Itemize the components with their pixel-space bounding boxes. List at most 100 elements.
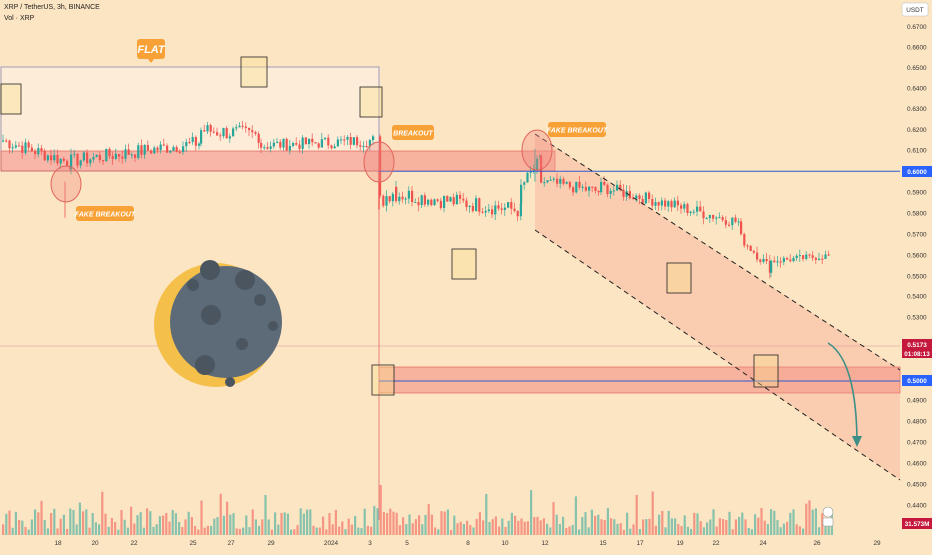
volume-bar	[658, 514, 661, 535]
volume-bar	[702, 527, 705, 535]
volume-bar	[232, 513, 235, 535]
candle-body	[62, 158, 65, 161]
volume-bar	[123, 519, 126, 535]
volume-bar	[251, 509, 254, 535]
volume-bar	[715, 526, 718, 535]
volume-bar	[242, 527, 245, 535]
candle-body	[484, 210, 487, 213]
candle-body	[379, 136, 382, 196]
volume-bar	[661, 510, 664, 535]
volume-bar	[626, 512, 629, 535]
candle-body	[449, 197, 452, 202]
volume-bar	[299, 508, 302, 535]
volume-bar	[674, 518, 677, 535]
volume-bar	[133, 523, 136, 535]
candle-body	[430, 199, 433, 206]
candle-body	[102, 160, 105, 162]
volume-bar	[664, 527, 667, 535]
volume-bar	[696, 513, 699, 535]
volume-bar	[293, 529, 296, 535]
candle-body	[178, 151, 181, 153]
fake-breakout-circle-left	[50, 165, 82, 203]
volume-bar	[206, 525, 209, 535]
volume-bar	[754, 514, 757, 535]
candle-body	[584, 186, 587, 191]
moon-crater-icon	[236, 338, 248, 350]
y-tick-label: 0.4400	[907, 503, 927, 510]
candle-body	[756, 252, 759, 260]
volume-bar	[24, 526, 27, 535]
candle-body	[219, 135, 222, 137]
x-tick-label: 3	[368, 540, 372, 547]
candle-body	[150, 150, 153, 154]
volume-bar	[805, 503, 808, 535]
candle-body	[34, 151, 37, 155]
candle-body	[559, 178, 562, 184]
x-tick-label: 10	[501, 540, 509, 547]
y-tick-label: 0.6600	[907, 45, 927, 52]
moon-crater-icon	[254, 294, 266, 306]
candle-body	[699, 206, 702, 212]
candle-body	[53, 154, 56, 161]
candle-body	[446, 196, 449, 202]
currency-label: USDT	[906, 7, 923, 14]
volume-bar	[549, 527, 552, 535]
y-tick-label: 0.5800	[907, 211, 927, 218]
candle-body	[209, 125, 212, 132]
volume-bar	[261, 519, 264, 535]
volume-bar	[594, 515, 597, 535]
candle-body	[105, 148, 108, 162]
candle-body	[749, 245, 752, 251]
candle-body	[471, 205, 474, 212]
candle-body	[651, 198, 654, 206]
candle-body	[648, 192, 651, 199]
fake-breakout-callout-right-label: FAKE BREAKOUT	[547, 128, 608, 135]
candle-body	[311, 138, 314, 143]
candle-body	[18, 145, 21, 147]
volume-bar	[686, 526, 689, 535]
pattern-highlight-box	[666, 262, 692, 294]
flat-callout: FLAT	[137, 39, 166, 63]
candle-body	[619, 184, 622, 190]
volume-bar	[446, 509, 449, 535]
volume-bar	[568, 526, 571, 535]
volume-bar	[322, 516, 325, 535]
lightning-icon	[822, 506, 834, 518]
candle-body	[146, 144, 149, 151]
y-tick-label: 0.5900	[907, 190, 927, 197]
candle-body	[765, 258, 768, 262]
volume-bar	[798, 526, 801, 535]
volume-bar	[533, 517, 536, 535]
candle-body	[644, 192, 647, 204]
moon-crater-icon	[195, 355, 215, 375]
candle-body	[507, 202, 510, 208]
candle-body	[285, 138, 288, 151]
candle-body	[395, 186, 398, 202]
candle-body	[241, 125, 244, 127]
y-tick-label: 0.5600	[907, 253, 927, 260]
candle-body	[465, 200, 468, 208]
candle-body	[625, 191, 628, 197]
candle-body	[414, 202, 417, 204]
candle-body	[398, 196, 401, 202]
candle-body	[279, 141, 282, 148]
candle-body	[609, 190, 612, 194]
volume-bar	[411, 523, 414, 535]
candle-body	[523, 182, 526, 185]
candle-body	[235, 127, 238, 129]
volume-bar	[683, 515, 686, 535]
candle-body	[500, 208, 503, 210]
candle-body	[200, 130, 203, 144]
volume-bar	[91, 513, 94, 535]
candle-body	[724, 220, 727, 225]
x-tick-label: 15	[599, 540, 607, 547]
candle-body	[333, 146, 336, 149]
volume-bar	[325, 529, 328, 535]
candle-body	[612, 190, 615, 192]
breakout-callout-label: BREAKOUT	[393, 131, 433, 138]
volume-bar	[187, 511, 190, 535]
candle-body	[591, 186, 594, 188]
volume-bar	[760, 508, 763, 535]
